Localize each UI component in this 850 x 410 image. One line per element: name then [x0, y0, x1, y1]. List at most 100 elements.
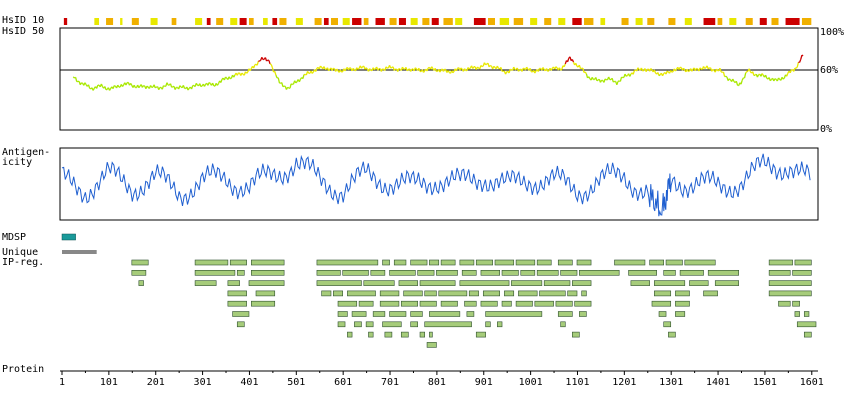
hsid10-segment	[150, 18, 158, 25]
peptide-bar	[251, 269, 285, 276]
identity-segment	[225, 76, 228, 79]
label-pct0: 0%	[820, 124, 833, 135]
identity-segment	[92, 87, 95, 91]
identity-segment	[315, 67, 318, 72]
label-unique-ip-regions: Unique IP-reg.	[2, 247, 45, 268]
identity-segment	[801, 54, 804, 57]
peptide-bar	[410, 311, 423, 317]
identity-segment	[678, 66, 681, 70]
identity-segment	[74, 77, 78, 82]
identity-segment	[735, 81, 739, 86]
identity-segment	[246, 71, 249, 74]
hsid10-strip	[63, 18, 812, 25]
identity-segment	[670, 69, 673, 73]
hsid10-segment	[443, 18, 453, 25]
identity-segment	[793, 67, 796, 72]
peptide-bar	[572, 280, 592, 286]
hsid10-segment	[342, 18, 350, 25]
axis-tick-label: 1301	[659, 377, 683, 388]
identity-segment	[444, 68, 447, 71]
label-pct100: 100%	[820, 27, 845, 38]
identity-segment	[266, 59, 269, 62]
peptide-bar	[403, 290, 423, 297]
identity-segment	[365, 67, 368, 70]
identity-segment	[382, 68, 384, 70]
identity-segment	[745, 71, 748, 74]
identity-segment	[774, 78, 777, 80]
hsid10-segment	[216, 18, 224, 25]
peptide-bar	[504, 290, 515, 297]
peptide-bar	[251, 259, 285, 266]
peptide-bar	[248, 280, 285, 286]
peptide-bar	[461, 269, 477, 276]
identity-segment	[96, 84, 99, 89]
peptide-bar	[358, 300, 374, 307]
identity-segment	[661, 73, 665, 77]
label-antigenicity: Antigen- icity	[2, 147, 51, 168]
identity-segment	[761, 73, 764, 76]
hsid10-segment	[206, 18, 211, 25]
identity-segment	[228, 76, 231, 80]
peptide-bar	[424, 321, 472, 328]
identity-segment	[130, 83, 133, 86]
hsid10-segment	[106, 18, 114, 25]
peptide-bar	[482, 290, 500, 297]
identity-segment	[418, 67, 421, 72]
hsid10-segment	[745, 18, 753, 25]
peptide-bar	[675, 290, 690, 297]
identity-segment	[79, 82, 83, 86]
peptide-bar	[557, 259, 573, 266]
identity-segment	[584, 71, 587, 75]
peptide-bar	[419, 331, 426, 338]
antigenicity-profile	[61, 153, 811, 217]
identity-segment	[292, 83, 294, 86]
identity-segment	[268, 60, 271, 65]
axis-tick-label: 101	[100, 377, 118, 388]
identity-segment	[158, 87, 161, 91]
identity-segment	[571, 59, 575, 63]
identity-segment	[406, 69, 409, 72]
identity-segment	[422, 70, 426, 73]
identity-segment	[671, 71, 674, 73]
identity-segment	[377, 68, 380, 71]
axis-tick-label: 1601	[800, 377, 824, 388]
identity-segment	[290, 83, 293, 86]
peptide-bar	[429, 331, 433, 338]
antigenicity-frame	[59, 147, 819, 221]
hsid10-segment	[375, 18, 385, 25]
peptide-bar	[419, 300, 437, 307]
hsid10-segment	[785, 18, 800, 25]
identity-segment	[789, 69, 793, 74]
peptide-bar	[384, 331, 393, 338]
identity-segment	[166, 82, 169, 86]
identity-frame	[59, 27, 819, 131]
identity-segment	[621, 76, 623, 79]
identity-segment	[319, 65, 323, 68]
peptide-bar	[501, 269, 519, 276]
peptide-bar	[227, 290, 247, 297]
identity-segment	[550, 67, 553, 71]
mdsp-track	[61, 233, 76, 241]
identity-segment	[691, 68, 694, 72]
identity-segment	[352, 67, 355, 71]
identity-segment	[203, 83, 207, 87]
peptide-bar	[337, 321, 346, 328]
peptide-bar	[768, 290, 812, 297]
peptide-bar	[400, 300, 418, 307]
identity-segment	[637, 67, 640, 70]
peptide-bar	[539, 290, 566, 297]
identity-segment	[84, 82, 87, 86]
identity-segment	[696, 67, 698, 70]
peptide-bar	[651, 300, 672, 307]
identity-segment	[765, 74, 768, 79]
identity-segment	[256, 60, 259, 66]
identity-segment	[599, 79, 603, 83]
axis-tick-label: 501	[287, 377, 305, 388]
identity-segment	[236, 72, 240, 76]
identity-segment	[331, 67, 334, 71]
hsid10-segment	[410, 18, 418, 25]
hsid10-segment	[398, 18, 406, 25]
identity-segment	[485, 63, 488, 66]
identity-segment	[746, 70, 749, 73]
identity-segment	[563, 63, 566, 68]
